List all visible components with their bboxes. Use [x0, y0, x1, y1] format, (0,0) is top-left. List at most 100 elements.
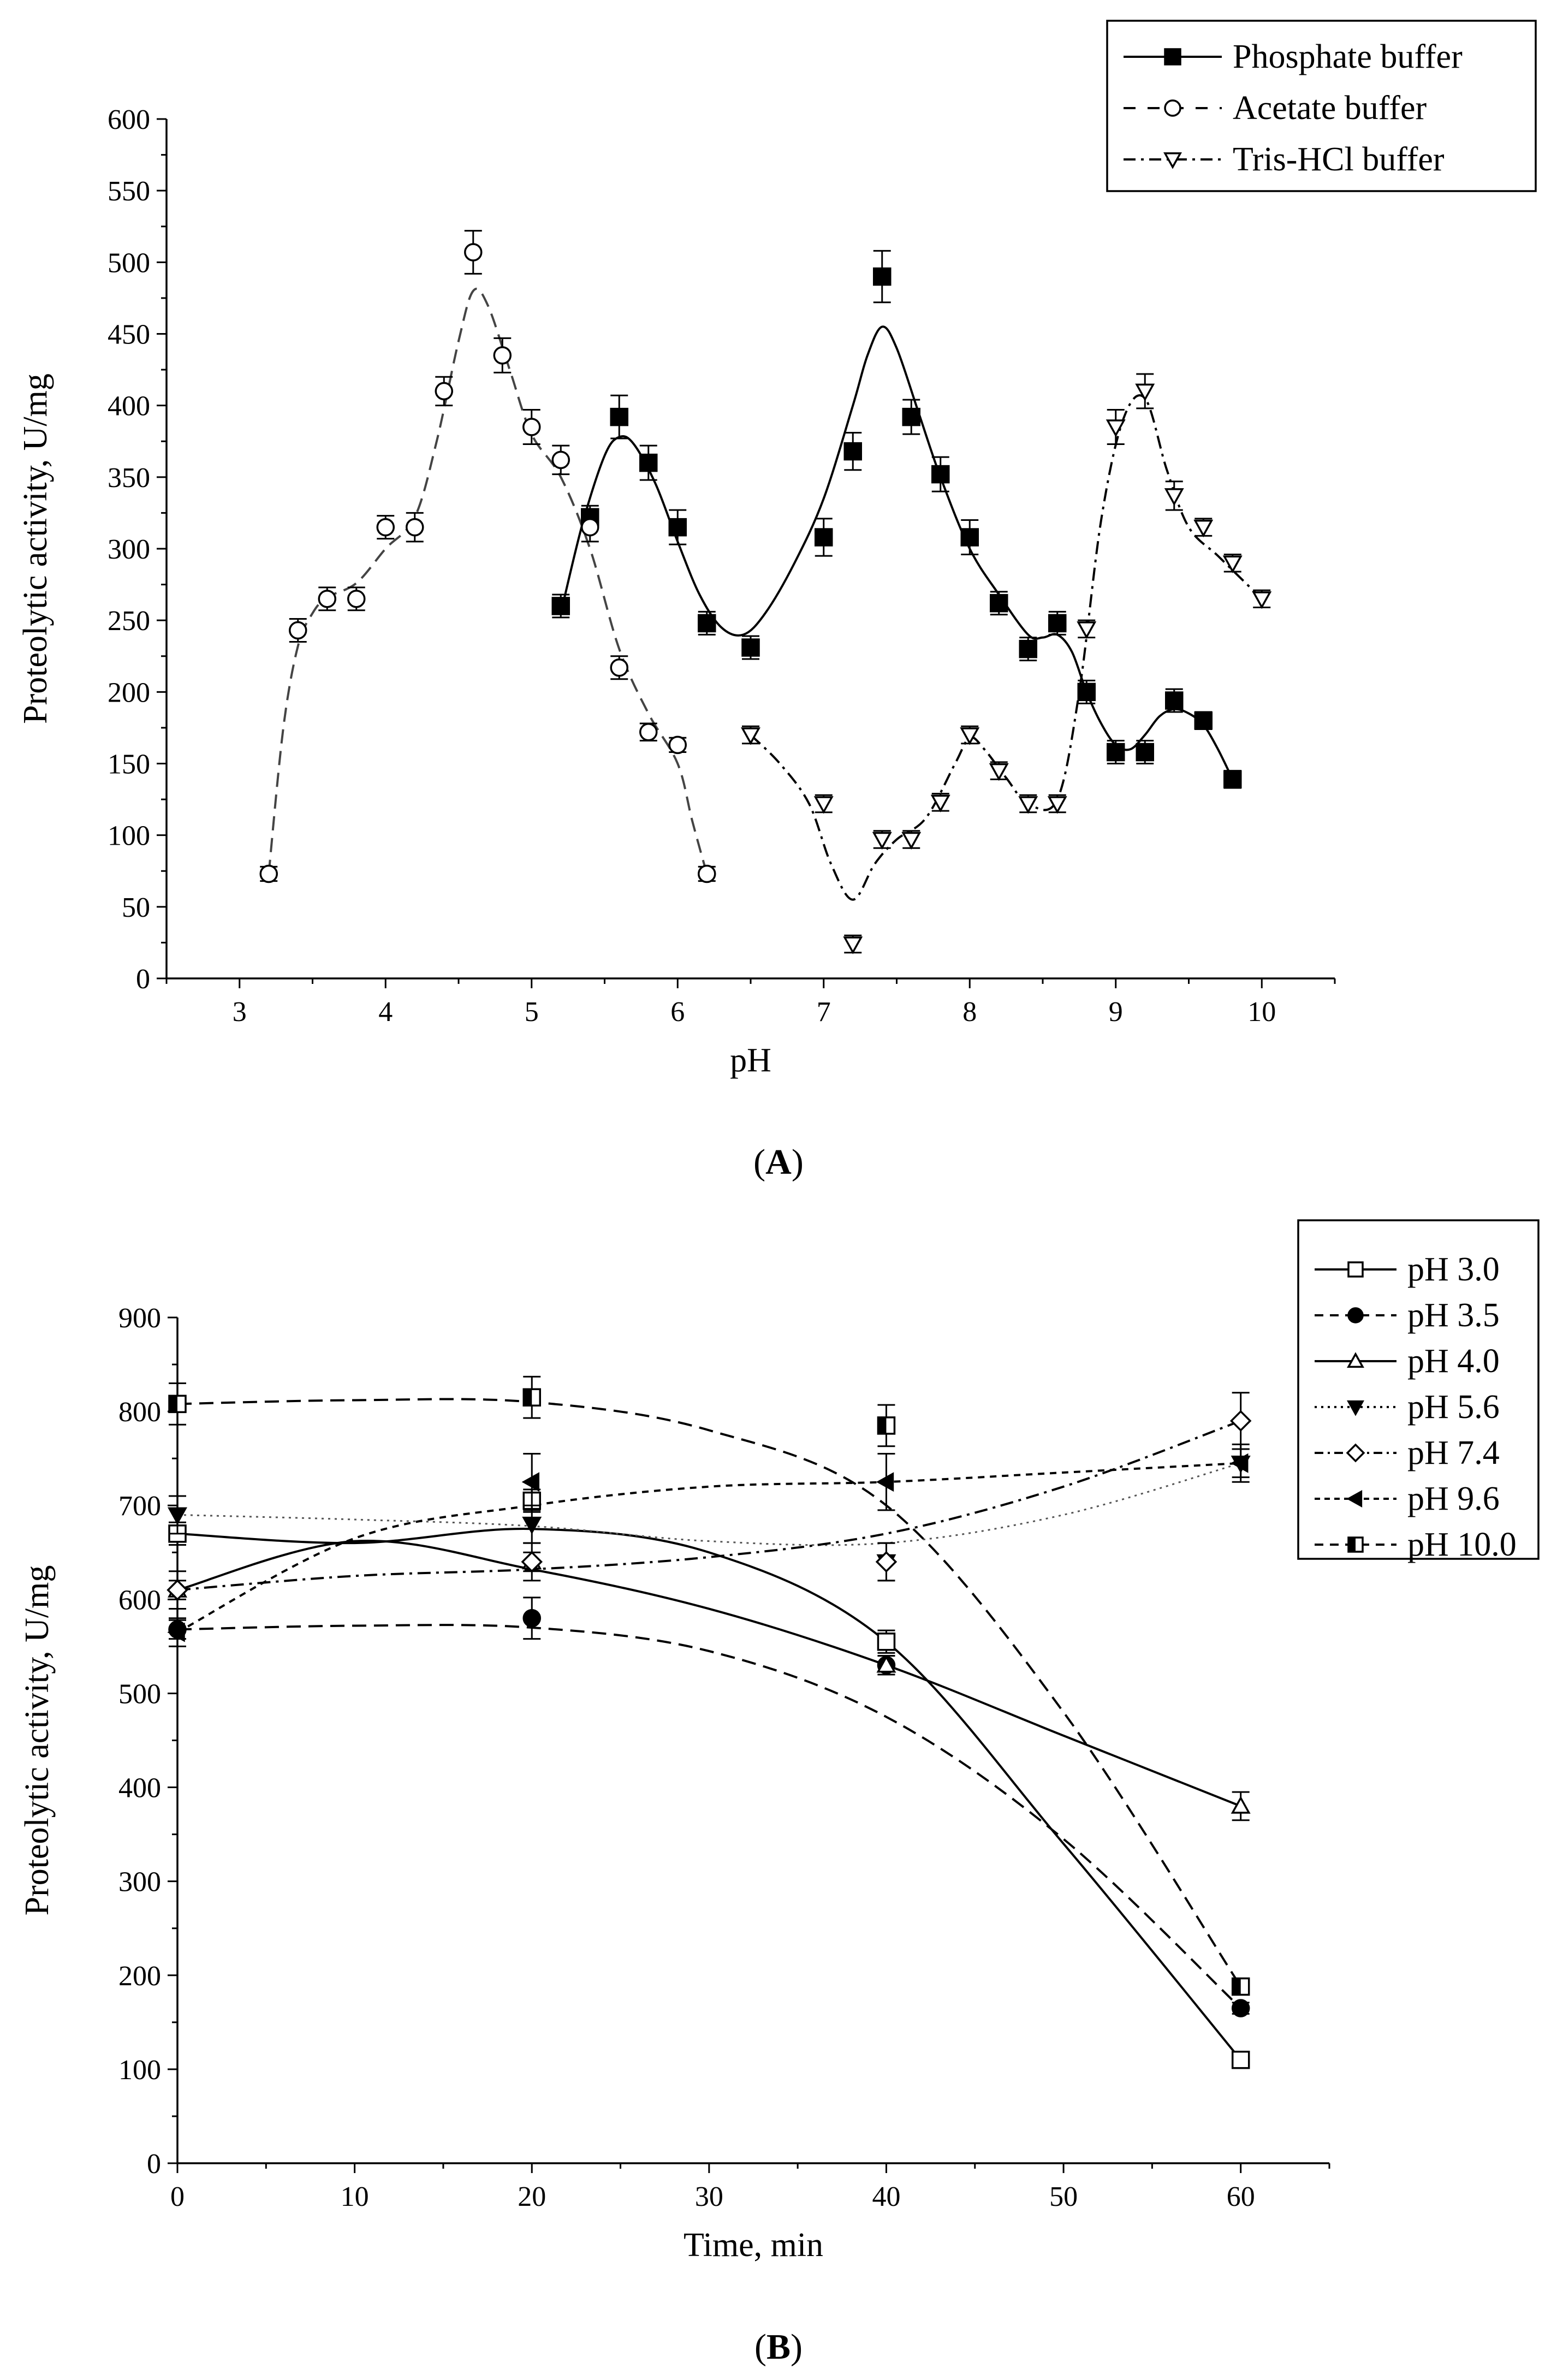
panel-b-legend [1297, 1219, 1540, 1560]
panel-b-legend-marker-ph-5-6 [1347, 1400, 1364, 1416]
panel-b-point-ph-10-0 [522, 1388, 541, 1407]
panel-b-y-axis-label: Proteolytic activity, U/mg [19, 1565, 56, 1916]
panel-b-legend-marker-ph-9-6 [1346, 1490, 1363, 1507]
panel-a-legend-marker-phosphate-buffer [1164, 48, 1181, 66]
panel-b-curve-ph-7-4 [177, 1420, 1241, 1592]
panel-a-point-tris-hcl-buffer [960, 727, 980, 745]
panel-b-letter: B [766, 2327, 791, 2367]
panel-a-point-phosphate-buffer [1165, 691, 1184, 710]
panel-a-point-tris-hcl-buffer [813, 796, 834, 814]
panel-a-curve-acetate-buffer [268, 287, 708, 875]
panel-a-point-acetate-buffer [318, 590, 336, 608]
panel-a-point-phosphate-buffer [873, 267, 892, 286]
panel-b-y-tick-label: 400 [118, 1773, 161, 1804]
panel-a-point-tris-hcl-buffer [1077, 621, 1097, 639]
panel-b-point-ph-5-6 [168, 1507, 187, 1526]
panel-a-y-tick-label: 50 [122, 892, 150, 923]
panel-b-legend-label-ph-10-0: pH 10.0 [1407, 1526, 1517, 1563]
panel-a-point-phosphate-buffer [815, 528, 833, 547]
panel-a-point-tris-hcl-buffer [1047, 796, 1067, 814]
panel-b-legend-marker-ph-3-0 [1347, 1261, 1364, 1278]
panel-a-x-tick-label: 3 [233, 996, 247, 1028]
panel-a-y-tick-label: 0 [136, 964, 150, 995]
panel-a-legend-label-phosphate-buffer: Phosphate buffer [1233, 38, 1463, 75]
panel-a-point-tris-hcl-buffer [843, 936, 863, 954]
panel-a-point-tris-hcl-buffer [1106, 419, 1126, 437]
panel-b-legend-label-ph-5-6: pH 5.6 [1407, 1388, 1500, 1426]
panel-a-point-tris-hcl-buffer [901, 832, 922, 850]
panel-a-point-phosphate-buffer [843, 442, 862, 461]
panel-b-y-tick-label: 500 [118, 1678, 161, 1710]
panel-a-point-phosphate-buffer [931, 465, 950, 484]
panel-a-point-phosphate-buffer [902, 407, 920, 426]
panel-a-y-tick-label: 500 [108, 247, 150, 278]
panel-a-y-tick-label: 200 [108, 677, 150, 708]
panel-b-point-ph-4-0 [876, 1655, 896, 1673]
panel-a-point-tris-hcl-buffer [741, 727, 760, 745]
panel-a-point-acetate-buffer [668, 735, 687, 755]
panel-b-x-axis-label: Time, min [684, 2227, 823, 2264]
panel-b-x-tick-label: 40 [872, 2181, 900, 2212]
panel-b-x-tick-label: 10 [341, 2181, 369, 2212]
panel-b-point-ph-9-6 [521, 1472, 539, 1492]
panel-a-point-tris-hcl-buffer [1222, 555, 1243, 573]
panel-a-point-acetate-buffer [698, 864, 716, 883]
panel-a-x-axis-label: pH [730, 1042, 771, 1079]
panel-a-point-acetate-buffer [610, 658, 628, 677]
panel-b-point-ph-4-0 [1231, 1796, 1251, 1814]
panel-a-point-phosphate-buffer [741, 638, 760, 657]
panel-b-chart: 0 100 200 300 400 500 600 700 800 900 0 10 20 30 40 50 6… [19, 1219, 1540, 2264]
panel-b-legend-label-ph-4-0: pH 4.0 [1407, 1343, 1500, 1380]
panel-a-point-phosphate-buffer [1077, 682, 1096, 702]
panel-a-point-tris-hcl-buffer [1193, 519, 1214, 538]
panel-a-point-phosphate-buffer [698, 614, 716, 633]
panel-a-legend-label-acetate-buffer: Acetate buffer [1233, 90, 1427, 127]
panel-b-y-tick-label: 800 [118, 1397, 161, 1428]
panel-a-y-tick-label: 250 [108, 606, 150, 637]
panel-b-point-ph-3-5 [1231, 1999, 1250, 2017]
panel-b-y-tick-label: 0 [147, 2148, 161, 2180]
panel-a-point-phosphate-buffer [1107, 743, 1125, 762]
panel-a-letter: A [765, 1142, 792, 1182]
panel-b-point-ph-10-0-fill [1232, 1978, 1241, 1995]
panel-a-chart: 0 50 100 150 200 250 300 350 400 450 500 550 600 3 4 5 6… [17, 20, 1537, 1079]
panel-b-curve-ph-9-6 [177, 1462, 1241, 1634]
panel-b-legend-label-ph-3-0: pH 3.0 [1407, 1251, 1500, 1288]
panel-a-point-acetate-buffer [522, 418, 541, 436]
panel-a-x-tick-label: 8 [962, 996, 977, 1028]
panel-a-point-acetate-buffer [464, 243, 483, 262]
panel-b-x-tick-label: 0 [170, 2181, 185, 2212]
panel-a-x-tick-label: 9 [1109, 996, 1123, 1028]
panel-b-legend-marker-ph-10-0-fill [1348, 1538, 1356, 1552]
panel-a-x-tick-label: 10 [1247, 996, 1276, 1028]
panel-a-point-phosphate-buffer [1194, 711, 1213, 730]
panel-a-legend-marker-acetate-buffer [1164, 99, 1181, 117]
panel-a-caption: (A) [753, 1142, 804, 1182]
panel-a-point-acetate-buffer [289, 621, 307, 640]
panel-a-point-acetate-buffer [493, 346, 512, 365]
panel-a-y-tick-label: 150 [108, 749, 150, 780]
panel-a-x-tick-label: 4 [378, 996, 393, 1028]
panel-b-point-ph-7-4 [875, 1551, 898, 1573]
panel-b-curve-ph-3-5 [177, 1624, 1242, 2009]
panel-a-point-acetate-buffer [581, 518, 599, 537]
panel-a-point-phosphate-buffer [551, 597, 570, 615]
panel-b-point-ph-10-0-fill [878, 1417, 887, 1434]
panel-a-point-tris-hcl-buffer [1164, 488, 1184, 506]
panel-b-point-ph-10-0-fill [524, 1389, 532, 1406]
panel-a-curve-tris-hcl-buffer [750, 394, 1263, 901]
panel-b-point-ph-3-0 [1231, 2050, 1250, 2069]
panel-b-y-tick-label: 200 [118, 1961, 161, 1992]
panel-b-point-ph-10-0-fill [169, 1396, 177, 1412]
panel-a-y-tick-label: 550 [108, 176, 150, 207]
panel-a-y-tick-label: 400 [108, 391, 150, 422]
panel-b-legend-label-ph-9-6: pH 9.6 [1407, 1480, 1500, 1517]
panel-b-legend-marker-ph-4-0 [1347, 1352, 1364, 1368]
panel-a-y-tick-label: 100 [108, 821, 150, 852]
panel-a-point-tris-hcl-buffer [872, 832, 892, 850]
panel-b-point-ph-10-0 [1231, 1977, 1250, 1996]
panel-b-point-ph-7-4 [1229, 1410, 1252, 1432]
panel-a-point-acetate-buffer [347, 590, 366, 608]
panel-a-y-tick-label: 300 [108, 534, 150, 565]
